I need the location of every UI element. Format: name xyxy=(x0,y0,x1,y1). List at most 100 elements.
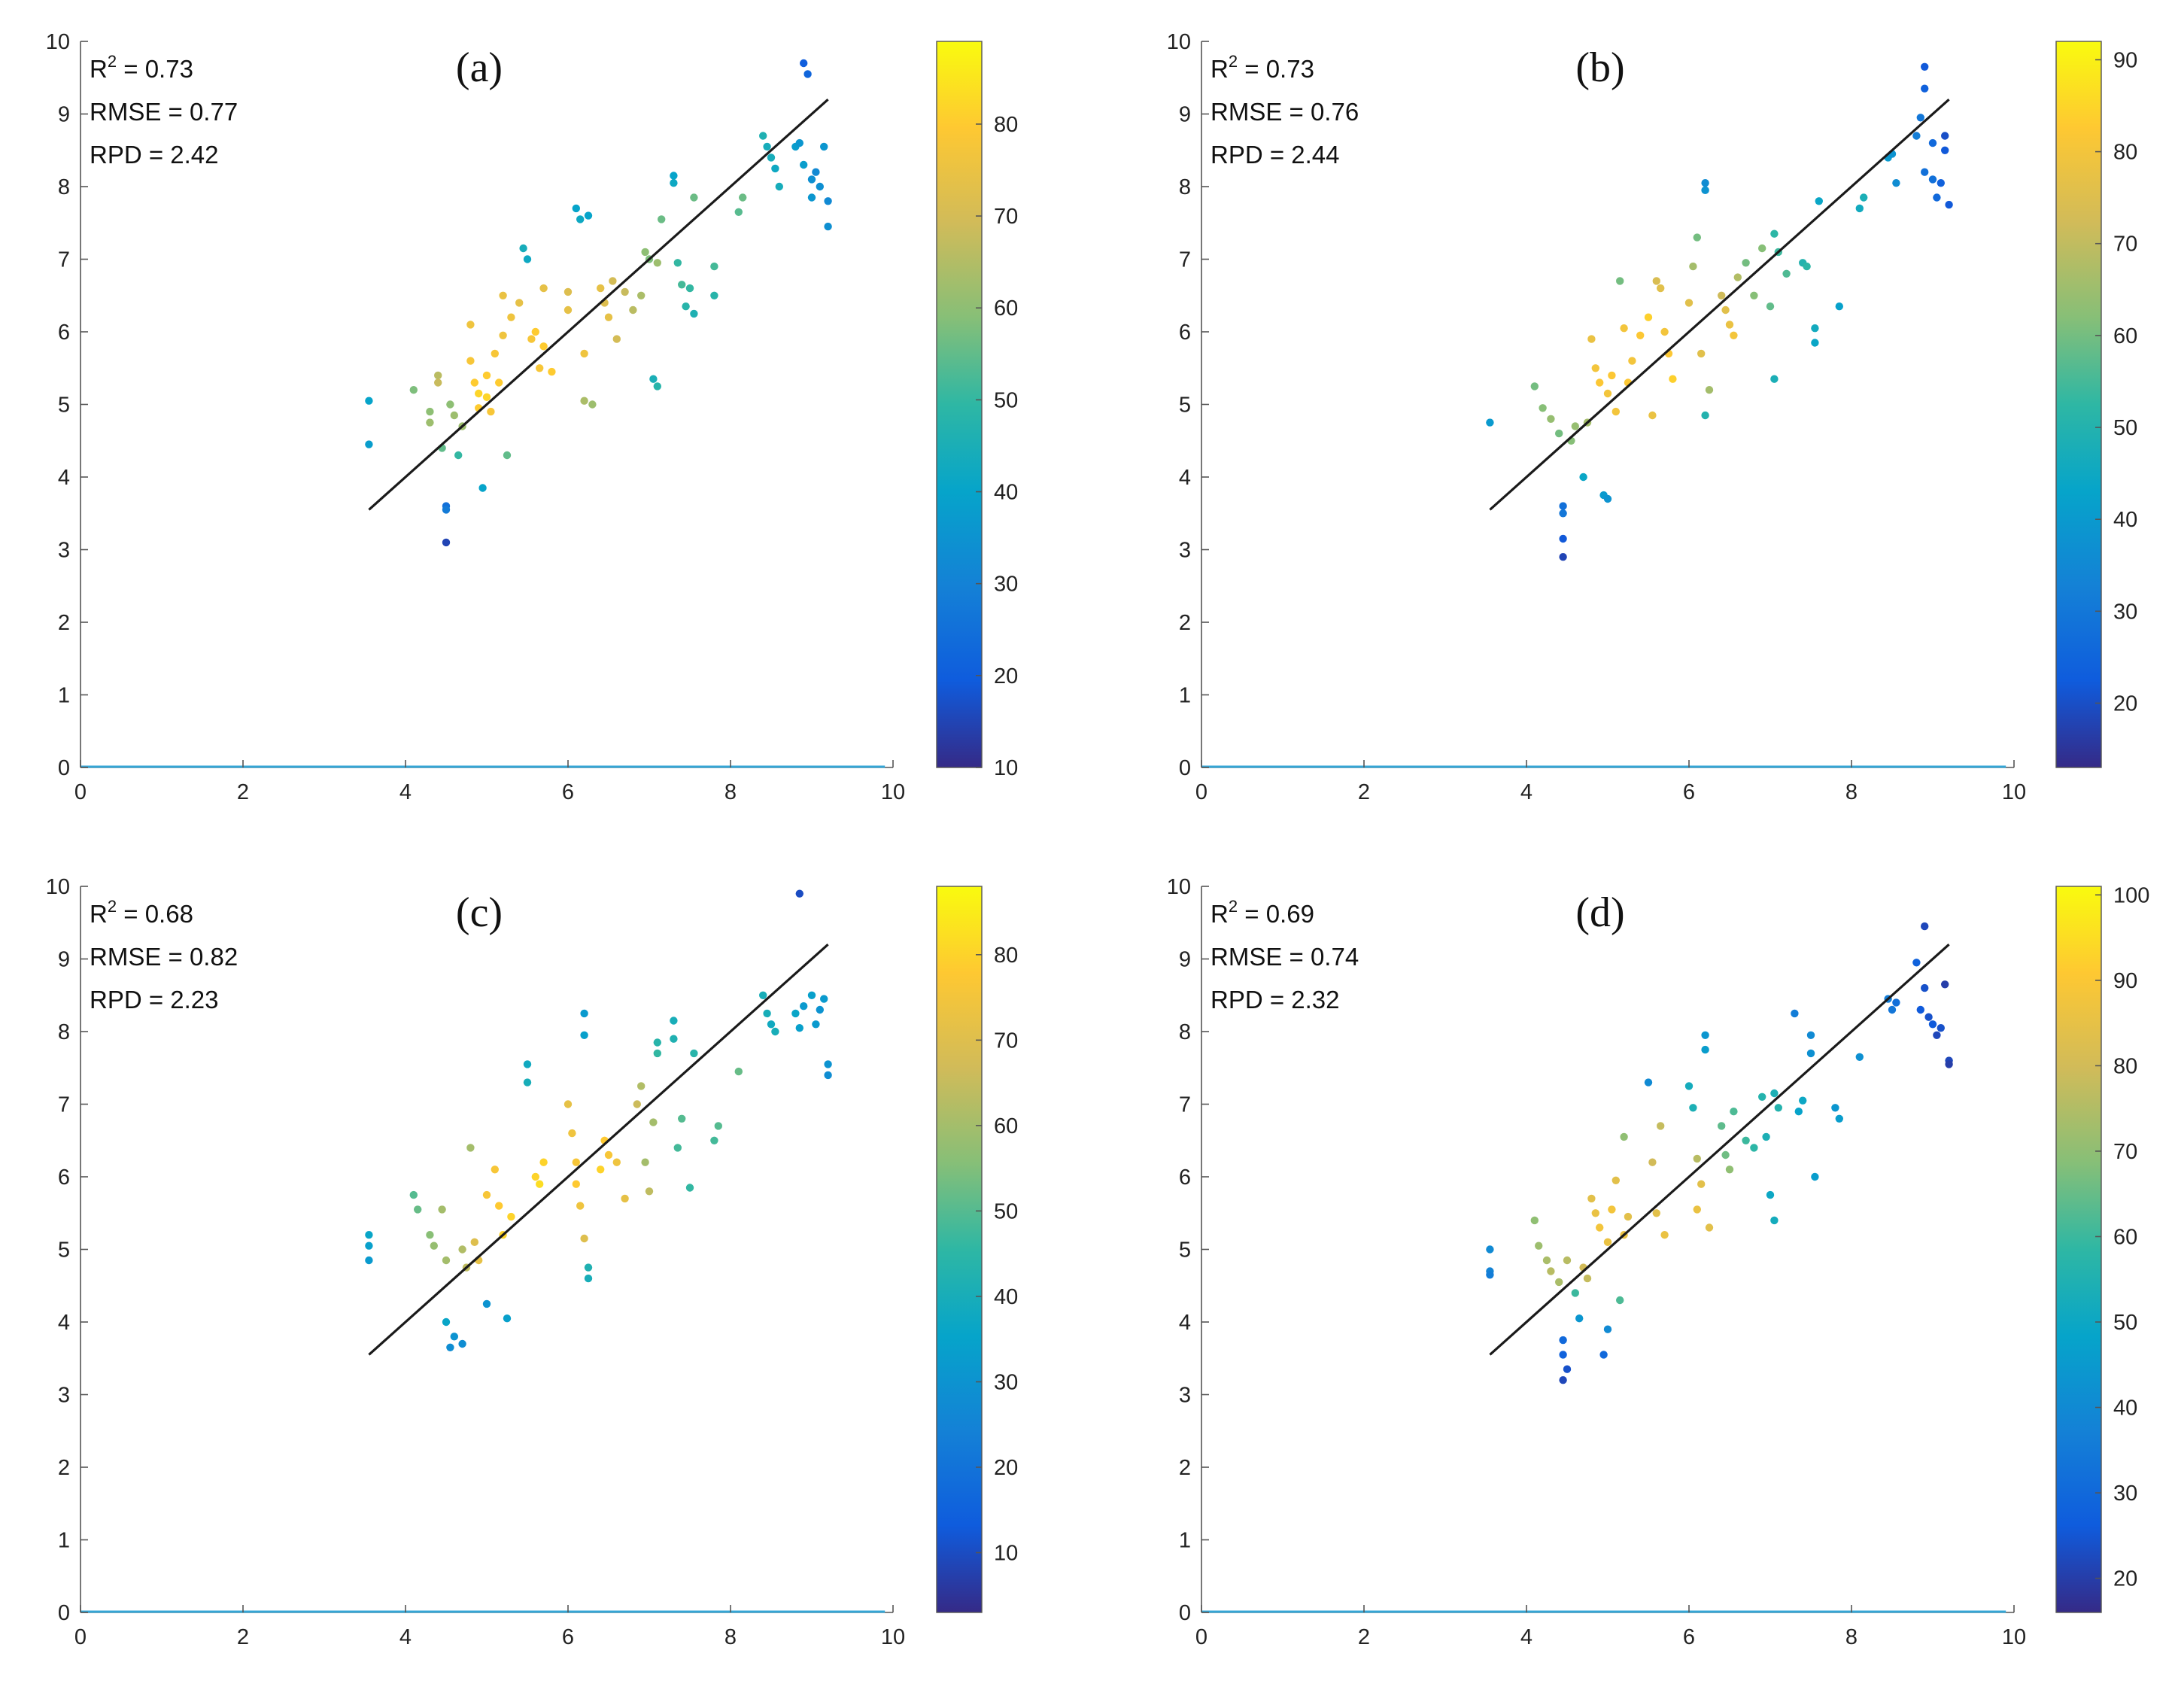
panel-b-colorbar xyxy=(2056,41,2101,767)
panel-c: 0 2 4 6 8 10 0 1 2 3 4 5 6 7 8 9 10 R2 = 0.68 RMSE = 0.82 R… xyxy=(46,875,1019,1649)
panel-b-data-point xyxy=(1486,418,1494,427)
panel-a-data-point xyxy=(775,182,784,191)
panel-a-data-point xyxy=(536,364,544,372)
panel-c-y-tick-label: 3 xyxy=(58,1384,70,1408)
panel-c-data-point xyxy=(653,1038,661,1047)
panel-d-data-point xyxy=(1806,1031,1815,1040)
panel-b-data-point xyxy=(1750,291,1758,299)
panel-d-data-point xyxy=(1701,1031,1709,1040)
panel-b-colorbar-tick-label: 90 xyxy=(2113,48,2137,72)
panel-a-rpd-label: RPD = 2.42 xyxy=(90,141,219,169)
panel-a-data-point xyxy=(442,506,451,514)
panel-b-y-tick-label: 0 xyxy=(1179,756,1191,780)
panel-a-colorbar-tick-label: 40 xyxy=(994,481,1018,505)
panel-b-colorbar-tick-label: 40 xyxy=(2113,508,2137,532)
panel-a-data-point xyxy=(563,305,573,315)
panel-a-data-point xyxy=(450,411,458,420)
panel-c-data-point xyxy=(531,1172,539,1181)
panel-c-data-point xyxy=(426,1231,434,1239)
panel-d-data-point xyxy=(1742,1136,1750,1145)
panel-d-colorbar-tick-label: 40 xyxy=(2113,1396,2137,1421)
panel-d-r2-label: R2 = 0.69 xyxy=(1211,897,1314,928)
panel-c-data-point xyxy=(568,1129,576,1138)
panel-b-data-point xyxy=(1559,509,1567,518)
panel-d-y-tick-label: 3 xyxy=(1179,1384,1191,1408)
panel-b-data-point xyxy=(1591,364,1599,372)
panel-a-y-tick-label: 6 xyxy=(58,321,70,345)
panel-d-y-tick-label: 2 xyxy=(1179,1456,1191,1480)
panel-b-colorbar-tick-label: 70 xyxy=(2113,232,2137,257)
panel-a-data-point xyxy=(649,375,658,383)
panel-a-y-tick-label: 9 xyxy=(58,103,70,127)
panel-b-y-tick-label: 7 xyxy=(1179,248,1191,272)
panel-a-data-point xyxy=(803,70,812,78)
panel-a-data-point xyxy=(434,378,442,387)
panel-d-y-tick-label: 6 xyxy=(1179,1166,1191,1190)
panel-a-data-point xyxy=(548,367,556,376)
panel-c-data-point xyxy=(482,1190,491,1199)
panel-b-data-point xyxy=(1693,233,1701,242)
panel-d-data-point xyxy=(1583,1274,1592,1283)
panel-a-data-point xyxy=(682,302,690,311)
panel-c-data-point xyxy=(442,1317,451,1327)
panel-d-data-point xyxy=(1933,1031,1941,1040)
panel-b-fit-line xyxy=(1489,99,1950,511)
panel-c-data-point xyxy=(430,1241,438,1250)
panel-c-y-tick-label: 8 xyxy=(58,1020,70,1044)
panel-c-data-point xyxy=(482,1299,491,1308)
panel-a-data-point xyxy=(482,371,491,380)
panel-c-data-point xyxy=(365,1241,373,1250)
panel-b-data-point xyxy=(1860,193,1868,202)
panel-a-data-point xyxy=(678,281,686,289)
panel-a-data-point xyxy=(466,321,475,329)
panel-b-data-point xyxy=(1616,277,1624,285)
panel-d-data-point xyxy=(1835,1114,1843,1123)
panel-b-data-point xyxy=(1660,327,1669,336)
panel-d-data-point xyxy=(1937,1024,1945,1032)
panel-a-data-point xyxy=(739,193,747,202)
panel-a-x-tick-label: 8 xyxy=(724,780,737,804)
panel-d-y-tick-label: 0 xyxy=(1179,1601,1191,1625)
panel-c-colorbar-tick-label: 20 xyxy=(994,1456,1018,1480)
panel-d-data-point xyxy=(1718,1122,1726,1130)
panel-d-data-point xyxy=(1888,1005,1897,1014)
panel-b-data-point xyxy=(1928,175,1937,184)
panel-a-y-tick-label: 4 xyxy=(58,466,70,490)
panel-a-data-point xyxy=(670,179,678,187)
panel-c-y-tick-label: 7 xyxy=(58,1093,70,1117)
panel-a-colorbar-tick-label: 60 xyxy=(994,296,1018,321)
panel-c-data-point xyxy=(442,1256,451,1265)
panel-b-data-point xyxy=(1559,502,1567,510)
panel-c-y-tick-label: 4 xyxy=(58,1311,70,1335)
panel-d-data-point xyxy=(1559,1351,1567,1359)
panel-c-data-point xyxy=(710,1136,718,1145)
panel-c-colorbar xyxy=(937,886,982,1612)
panel-c-data-point xyxy=(438,1205,446,1214)
panel-b-data-point xyxy=(1612,407,1620,416)
panel-b: 0 2 4 6 8 10 0 1 2 3 4 5 6 7 8 9 10 R2 = 0.73 RMSE = 0.76 R… xyxy=(1167,30,2138,804)
panel-b-data-point xyxy=(1742,259,1750,267)
panel-b-y-tick-label: 6 xyxy=(1179,321,1191,345)
panel-c-data-point xyxy=(645,1187,654,1196)
panel-b-data-point xyxy=(1559,553,1567,561)
panel-d-data-point xyxy=(1559,1376,1567,1384)
panel-c-data-point xyxy=(414,1205,422,1214)
panel-b-data-point xyxy=(1892,179,1900,187)
panel-d-data-point xyxy=(1811,1172,1819,1181)
panel-a-data-point xyxy=(580,397,588,405)
panel-c-colorbar-tick-label: 10 xyxy=(994,1542,1018,1566)
panel-b-data-point xyxy=(1701,186,1709,194)
panel-b-data-point xyxy=(1941,132,1949,140)
panel-c-data-point xyxy=(503,1314,512,1323)
panel-a-data-point xyxy=(507,313,515,321)
panel-c-data-point xyxy=(458,1245,466,1254)
panel-c-data-point xyxy=(536,1180,544,1188)
panel-c-data-point xyxy=(763,1009,771,1018)
panel-d-colorbar-tick-label: 100 xyxy=(2113,883,2149,907)
panel-b-data-point xyxy=(1725,321,1734,329)
panel-c-colorbar-tick-label: 30 xyxy=(994,1370,1018,1394)
panel-a-data-point xyxy=(446,400,454,409)
panel-a-data-point xyxy=(365,440,373,448)
panel-a-data-point xyxy=(426,418,434,427)
